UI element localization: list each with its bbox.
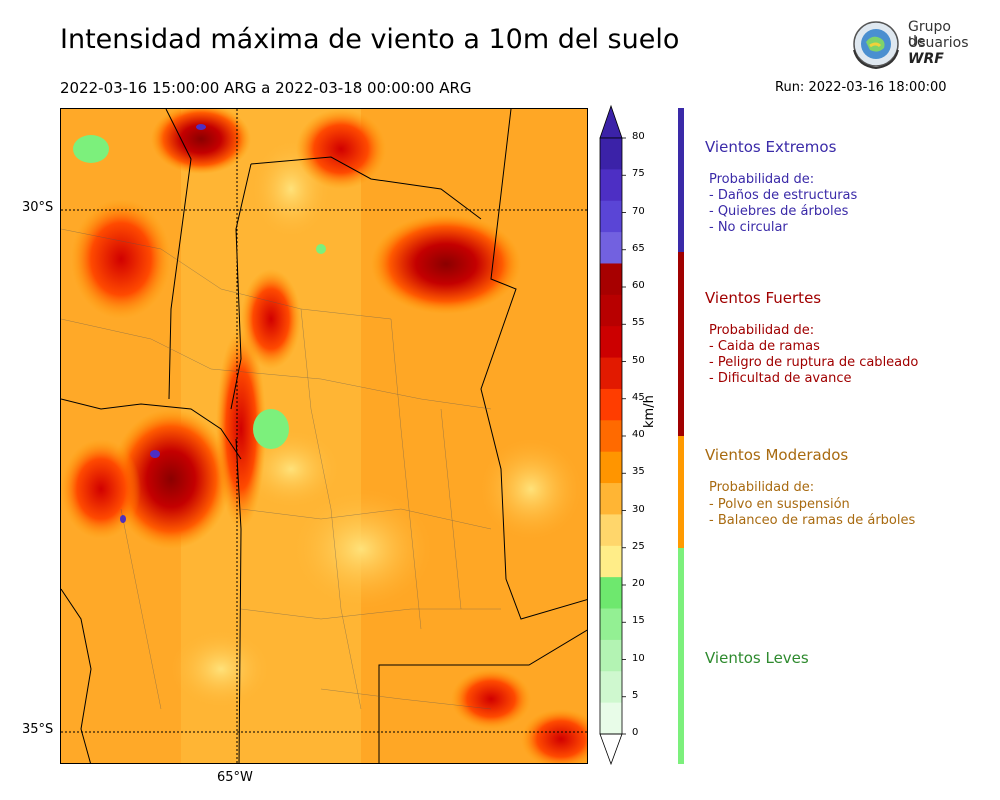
category-line: - Balanceo de ramas de árboles: [709, 513, 916, 528]
category-line: - Peligro de ruptura de cableado: [709, 355, 919, 370]
category-title-moderados: Vientos Moderados: [705, 446, 849, 464]
logo-text-wrf: WRF: [908, 51, 944, 67]
colorbar-band: [600, 388, 622, 421]
colorbar-band: [600, 232, 622, 264]
colorbar-tick-label: 80: [632, 131, 645, 142]
wind-intensity-map: [60, 108, 588, 764]
legend-bar-fuertes: [678, 252, 684, 436]
category-line: Probabilidad de:: [709, 172, 815, 187]
category-line: - Polvo en suspensión: [709, 497, 850, 512]
category-line: Probabilidad de:: [709, 480, 815, 495]
colorbar-band: [600, 671, 622, 704]
colorbar-band: [600, 702, 622, 735]
colorbar-band: [600, 420, 622, 453]
colorbar-band: [600, 451, 622, 484]
colorbar: [599, 104, 626, 766]
colorbar-band: [600, 200, 622, 233]
colorbar-tick-label: 15: [632, 615, 645, 627]
colorbar-tick-label: 60: [632, 280, 645, 291]
colorbar-unit-label: km/h: [642, 395, 657, 428]
colorbar-tick-label: 75: [632, 168, 645, 180]
colorbar-band: [600, 639, 622, 672]
lat-label-35s: 35°S: [22, 722, 54, 737]
colorbar-tick-label: 0: [632, 727, 639, 738]
logo-text-grupo: Grupo de: [908, 19, 951, 50]
category-title-fuertes: Vientos Fuertes: [705, 289, 822, 307]
category-line: - Dificultad de avance: [709, 371, 852, 386]
colorbar-tick-label: 25: [632, 540, 645, 552]
logo-text-usuarios: Usuarios: [908, 35, 969, 51]
colorbar-tick-label: 35: [632, 466, 645, 478]
colorbar-tick-label: 55: [632, 317, 645, 329]
legend-bar-leves: [678, 548, 684, 764]
colorbar-tick-label: 30: [632, 503, 645, 515]
category-title-leves: Vientos Leves: [705, 649, 809, 667]
colorbar-band: [600, 514, 622, 547]
run-time-label: Run: 2022-03-16 18:00:00: [775, 80, 947, 95]
grupo-usuarios-wrf-logo: Grupo de Usuarios WRF: [848, 16, 969, 76]
colorbar-band: [600, 577, 622, 610]
colorbar-band: [600, 138, 622, 170]
colorbar-band: [600, 545, 622, 578]
colorbar-tick-label: 20: [632, 578, 645, 589]
colorbar-band: [600, 357, 622, 390]
colorbar-band: [600, 608, 622, 641]
category-line: Probabilidad de:: [709, 323, 815, 338]
colorbar-tick-label: 40: [632, 429, 645, 440]
category-line: - Daños de estructuras: [709, 188, 858, 203]
legend-bar-moderados: [678, 436, 684, 548]
colorbar-band: [600, 326, 622, 359]
colorbar-tick-label: 70: [632, 205, 645, 217]
colorbar-min-arrow: [599, 733, 623, 766]
chart-title: Intensidad máxima de viento a 10m del su…: [60, 24, 680, 55]
lon-label-65w: 65°W: [217, 770, 253, 785]
colorbar-max-arrow: [599, 104, 623, 139]
colorbar-tick-label: 65: [632, 242, 645, 254]
colorbar-band: [600, 169, 622, 202]
category-line: - Quiebres de árboles: [709, 204, 849, 219]
map-field: [61, 109, 587, 763]
colorbar-tick-label: 50: [632, 354, 645, 366]
colorbar-band: [600, 263, 622, 296]
colorbar-band: [600, 483, 622, 515]
colorbar-tick-label: 10: [632, 652, 645, 664]
category-title-extremos: Vientos Extremos: [705, 138, 837, 156]
lat-label-30s: 30°S: [22, 200, 54, 215]
legend-bar-extremos: [678, 108, 684, 252]
category-line: - Caida de ramas: [709, 339, 820, 354]
colorbar-band: [600, 294, 622, 327]
date-range-subtitle: 2022-03-16 15:00:00 ARG a 2022-03-18 00:…: [60, 79, 472, 97]
category-line: - No circular: [709, 220, 788, 235]
colorbar-tick-label: 45: [632, 391, 645, 403]
globe-emblem-icon: [853, 21, 899, 70]
colorbar-tick-label: 5: [632, 689, 639, 701]
